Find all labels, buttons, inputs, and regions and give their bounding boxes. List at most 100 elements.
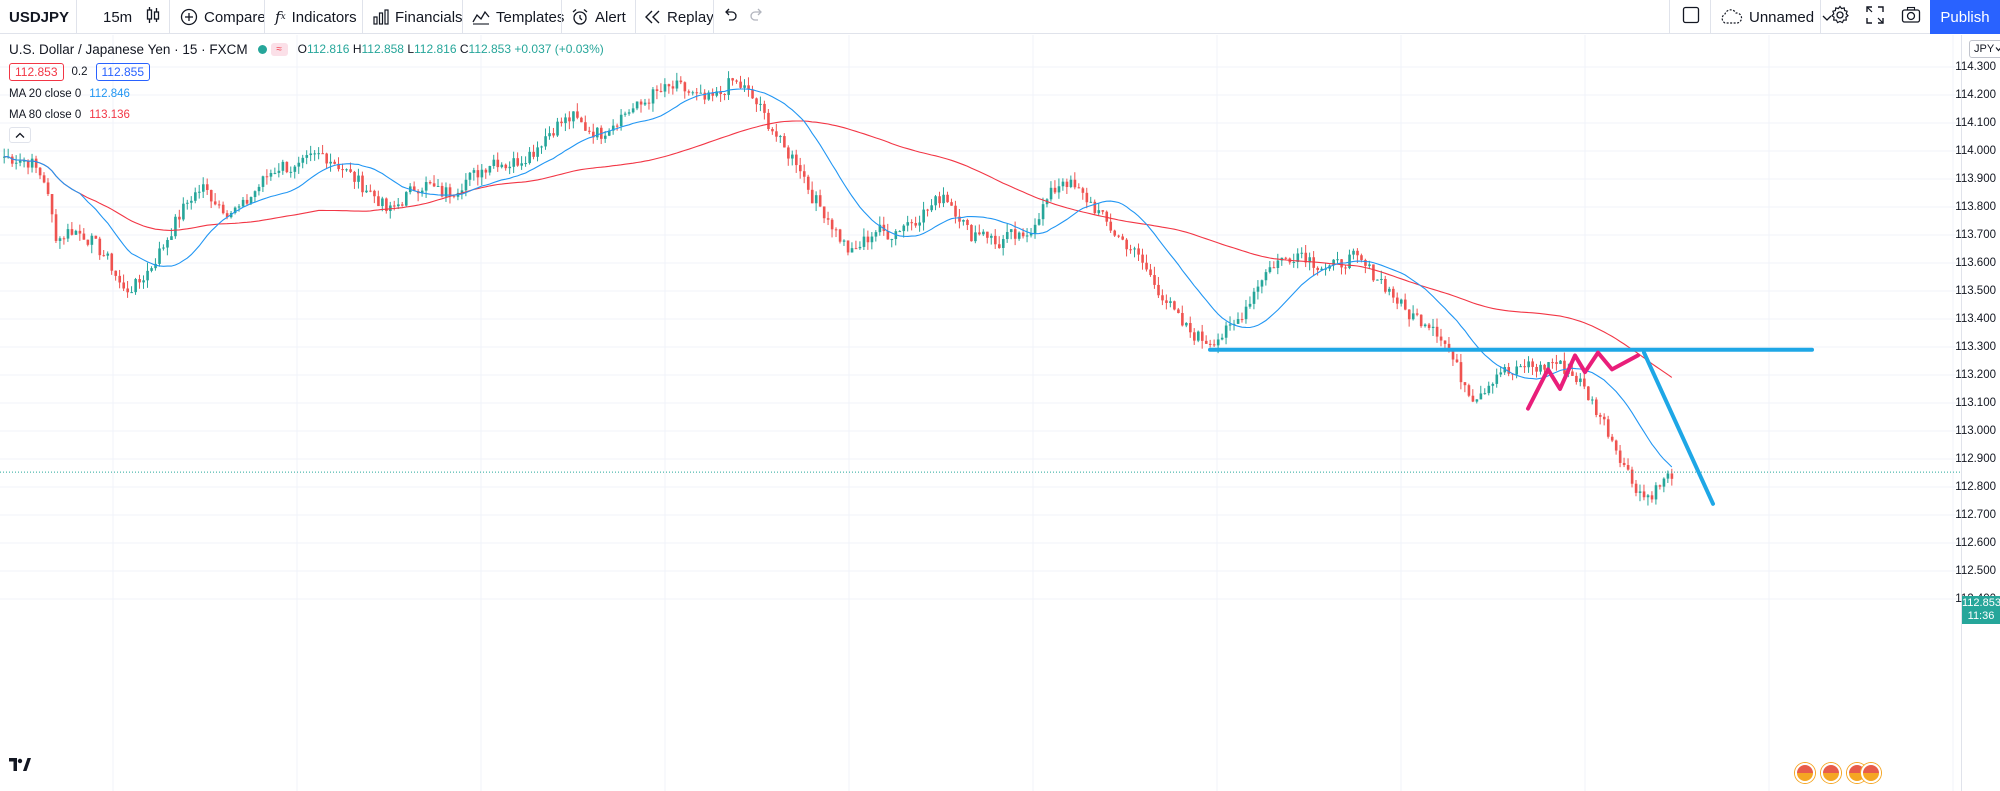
candle bbox=[1240, 312, 1244, 323]
candle bbox=[775, 123, 778, 142]
candle bbox=[1479, 385, 1483, 400]
candle bbox=[603, 131, 607, 143]
cloud-icon bbox=[1719, 9, 1743, 25]
toolbar-divider bbox=[462, 0, 463, 34]
us-flag-event-icon[interactable] bbox=[1795, 763, 1815, 783]
candle bbox=[1388, 286, 1391, 296]
candle bbox=[150, 266, 153, 273]
undo-button[interactable] bbox=[722, 0, 738, 34]
undo-icon bbox=[722, 8, 738, 26]
tradingview-logo[interactable] bbox=[9, 758, 31, 774]
settings-button[interactable] bbox=[1830, 0, 1850, 34]
candle bbox=[1634, 479, 1638, 497]
redo-button[interactable] bbox=[749, 0, 765, 34]
high-label: H bbox=[352, 42, 362, 56]
publish-button[interactable]: Publish bbox=[1930, 0, 2000, 34]
candle bbox=[1380, 270, 1383, 284]
candle bbox=[1280, 257, 1284, 266]
templates-button[interactable]: Templates bbox=[472, 0, 564, 34]
candle bbox=[520, 156, 523, 170]
candle bbox=[1455, 353, 1459, 364]
candle bbox=[277, 163, 281, 178]
chart-type-button[interactable] bbox=[146, 0, 160, 34]
interval-button[interactable]: 15m bbox=[103, 8, 133, 26]
candle bbox=[1551, 358, 1554, 369]
buy-button[interactable]: 112.855 bbox=[95, 63, 150, 81]
price-tick-label: 112.700 bbox=[1955, 509, 1996, 521]
candle bbox=[178, 209, 181, 228]
candle bbox=[496, 152, 500, 172]
candle bbox=[265, 169, 269, 185]
candle bbox=[504, 163, 508, 171]
candle bbox=[341, 163, 344, 178]
candle bbox=[1431, 318, 1435, 337]
candle bbox=[592, 123, 595, 144]
legend-ma20[interactable]: MA 20 close 0 112.846 bbox=[9, 86, 604, 102]
candle bbox=[253, 190, 257, 202]
sell-button[interactable]: 112.853 bbox=[9, 63, 64, 81]
layout-name-button[interactable]: Unnamed bbox=[1719, 0, 1832, 34]
candle bbox=[548, 126, 551, 140]
candle bbox=[814, 191, 818, 212]
candle bbox=[655, 85, 659, 100]
candle bbox=[699, 84, 703, 94]
compare-button[interactable]: Compare bbox=[180, 0, 266, 34]
candle bbox=[166, 237, 169, 256]
ma80-line bbox=[4, 120, 1673, 378]
candle bbox=[850, 242, 854, 253]
candle bbox=[818, 189, 822, 208]
candle bbox=[707, 90, 711, 101]
user-drawings[interactable] bbox=[1208, 347, 1814, 506]
candle bbox=[747, 77, 750, 97]
candle bbox=[1236, 312, 1240, 325]
candle bbox=[1583, 371, 1586, 390]
candle bbox=[1491, 382, 1495, 394]
financials-button[interactable]: Financials bbox=[373, 0, 463, 34]
gear-icon bbox=[1830, 5, 1850, 29]
price-tick-label: 113.100 bbox=[1955, 397, 1996, 409]
price-axis[interactable]: 114.300 114.200 114.100 114.000 113.900 113.8… bbox=[1955, 35, 2000, 791]
candle bbox=[1392, 286, 1395, 303]
legend-ma80[interactable]: MA 80 close 0 113.136 bbox=[9, 107, 604, 123]
chart-canvas[interactable] bbox=[0, 35, 1961, 791]
candle bbox=[1495, 368, 1499, 388]
candle bbox=[1260, 279, 1264, 294]
candle bbox=[986, 231, 989, 244]
candle bbox=[1073, 172, 1077, 190]
candle bbox=[182, 197, 185, 222]
price-tick-label: 113.700 bbox=[1955, 229, 1996, 241]
price-tick-label: 114.100 bbox=[1955, 117, 1996, 129]
fullscreen-button[interactable] bbox=[1866, 0, 1884, 34]
replay-button[interactable]: Replay bbox=[645, 0, 714, 34]
candle bbox=[611, 119, 615, 135]
candle bbox=[1133, 246, 1136, 258]
layout-name-label: Unnamed bbox=[1749, 8, 1815, 26]
legend-main-series[interactable]: U.S. Dollar / Japanese Yen · 15 · FXCM ≈… bbox=[9, 40, 604, 58]
currency-button[interactable]: JPY bbox=[1969, 40, 2000, 58]
candle bbox=[217, 200, 221, 209]
fullscreen-icon bbox=[1866, 6, 1884, 28]
toolbar-divider bbox=[713, 0, 714, 34]
us-flag-event-icon[interactable] bbox=[1861, 763, 1881, 783]
candle bbox=[202, 177, 205, 199]
zigzag-drawing[interactable] bbox=[1526, 350, 1640, 411]
symbol-search-button[interactable]: USDJPY bbox=[9, 8, 70, 26]
candle bbox=[369, 184, 372, 193]
toolbar-divider bbox=[362, 0, 363, 34]
candle bbox=[1109, 213, 1113, 233]
select-layout-button[interactable] bbox=[1682, 0, 1700, 34]
candle bbox=[114, 270, 118, 281]
open-label: O bbox=[297, 42, 307, 56]
candle bbox=[667, 83, 671, 94]
collapse-legend-button[interactable] bbox=[9, 127, 31, 143]
snapshot-button[interactable] bbox=[1901, 0, 1921, 34]
alert-button[interactable]: Alert bbox=[571, 0, 626, 34]
us-flag-event-icon[interactable] bbox=[1821, 763, 1841, 783]
price-tick-label: 112.500 bbox=[1955, 565, 1996, 577]
candle bbox=[1670, 468, 1674, 486]
tradingview-logo-icon bbox=[9, 758, 31, 771]
trend-line[interactable] bbox=[1642, 350, 1715, 506]
candle bbox=[735, 79, 738, 84]
